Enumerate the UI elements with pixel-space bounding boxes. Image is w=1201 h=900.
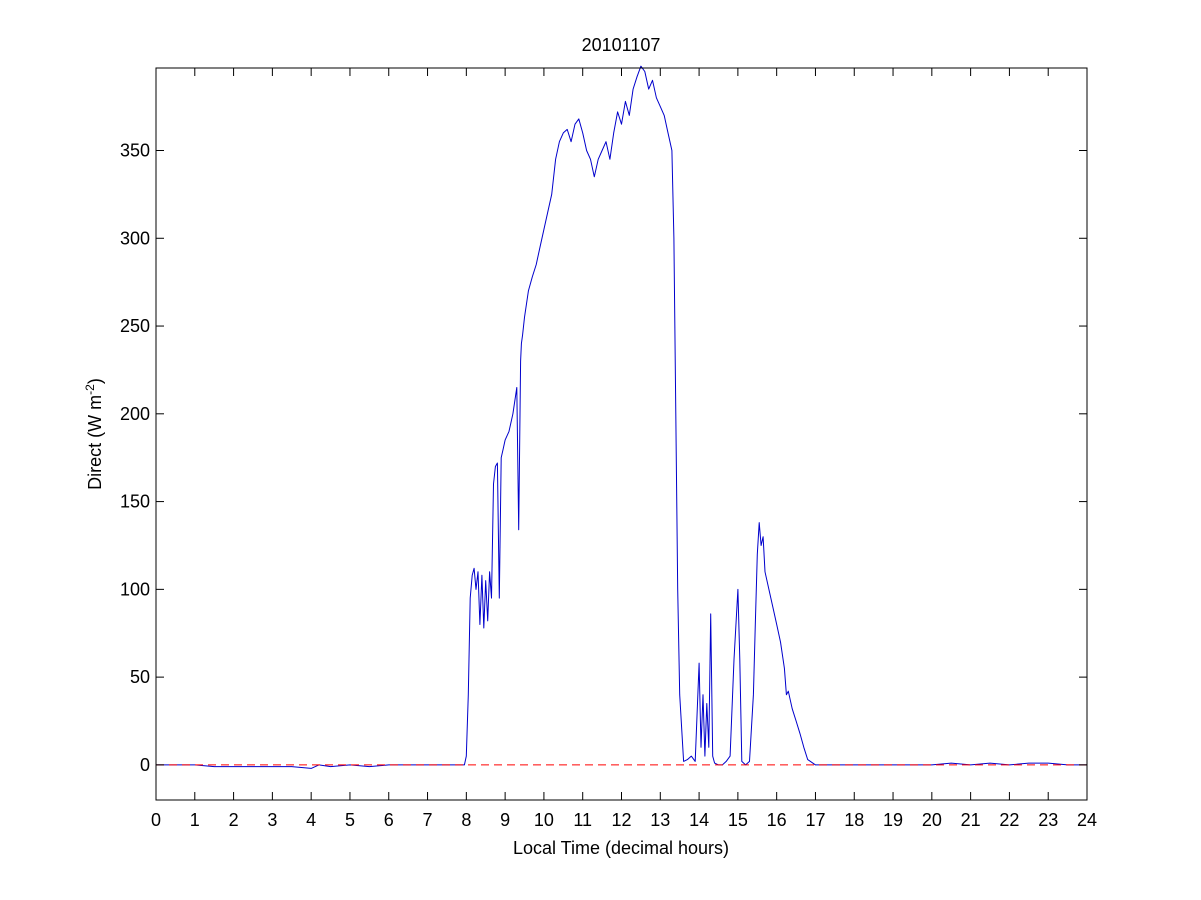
y-tick-label: 300 — [120, 228, 150, 248]
x-tick-label: 0 — [151, 810, 161, 830]
chart-title: 20101107 — [582, 35, 661, 55]
y-tick-label: 350 — [120, 141, 150, 161]
x-tick-label: 19 — [883, 810, 903, 830]
x-tick-label: 9 — [500, 810, 510, 830]
x-tick-label: 8 — [461, 810, 471, 830]
y-tick-label: 0 — [140, 755, 150, 775]
y-tick-label: 100 — [120, 579, 150, 599]
x-tick-label: 11 — [573, 810, 592, 830]
x-tick-label: 17 — [805, 810, 825, 830]
y-axis-label-main: Direct (W m — [85, 395, 105, 490]
y-tick-label: 200 — [120, 404, 150, 424]
y-tick-label: 250 — [120, 316, 150, 336]
direct-irradiance-line — [156, 65, 1087, 769]
x-tick-label: 6 — [384, 810, 394, 830]
x-tick-label: 12 — [611, 810, 631, 830]
x-tick-label: 14 — [689, 810, 709, 830]
x-tick-label: 20 — [922, 810, 942, 830]
y-tick-label: 150 — [120, 492, 150, 512]
x-tick-label: 23 — [1038, 810, 1058, 830]
x-tick-label: 2 — [229, 810, 239, 830]
plot-area — [156, 68, 1087, 800]
x-tick-label: 4 — [306, 810, 316, 830]
x-tick-label: 18 — [844, 810, 864, 830]
y-axis-label-close: ) — [85, 378, 105, 384]
y-axis-label: Direct (W m-2) — [83, 378, 105, 490]
x-tick-label: 5 — [345, 810, 355, 830]
x-tick-label: 21 — [961, 810, 981, 830]
x-tick-label: 3 — [267, 810, 277, 830]
series-layer — [156, 65, 1087, 769]
x-tick-label: 22 — [999, 810, 1019, 830]
x-tick-label: 13 — [650, 810, 670, 830]
x-tick-label: 16 — [767, 810, 787, 830]
x-tick-label: 1 — [190, 810, 200, 830]
x-tick-label: 24 — [1077, 810, 1097, 830]
y-axis-label-superscript: -2 — [83, 384, 97, 395]
x-tick-label: 15 — [728, 810, 748, 830]
tick-layer: 0 1 2 3 4 5 6 7 8 9 10 11 12 13 14 15 16 17 18 19 20 21 22 23 24… — [120, 68, 1097, 830]
x-tick-label: 7 — [423, 810, 433, 830]
x-tick-label: 10 — [534, 810, 554, 830]
y-tick-label: 50 — [130, 667, 150, 687]
x-axis-label: Local Time (decimal hours) — [513, 838, 729, 858]
